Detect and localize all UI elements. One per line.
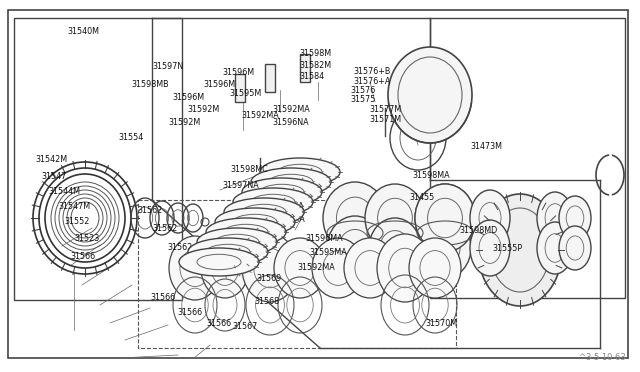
Text: 31592MA: 31592MA <box>272 105 310 114</box>
Text: 31455: 31455 <box>410 193 435 202</box>
Ellipse shape <box>274 238 326 298</box>
Text: 31540M: 31540M <box>67 27 99 36</box>
Ellipse shape <box>323 182 387 254</box>
Text: 31555P: 31555P <box>493 244 523 253</box>
Ellipse shape <box>197 228 277 256</box>
Text: 31592MA: 31592MA <box>298 263 335 272</box>
Ellipse shape <box>419 218 471 278</box>
Text: 31566: 31566 <box>178 308 203 317</box>
Text: 31592MA: 31592MA <box>242 111 280 120</box>
Text: 31575: 31575 <box>351 95 376 104</box>
Text: 31577M: 31577M <box>370 105 402 114</box>
Ellipse shape <box>415 184 475 252</box>
Ellipse shape <box>369 218 421 278</box>
Text: 31596M: 31596M <box>173 93 205 102</box>
Text: 31596MA: 31596MA <box>306 234 344 243</box>
Text: 31569: 31569 <box>256 274 281 283</box>
Ellipse shape <box>233 188 313 216</box>
Text: 31473M: 31473M <box>470 142 502 151</box>
Ellipse shape <box>224 198 304 226</box>
Ellipse shape <box>242 234 298 302</box>
Ellipse shape <box>251 168 331 196</box>
Text: 31595MA: 31595MA <box>309 248 347 257</box>
Ellipse shape <box>260 158 340 186</box>
Ellipse shape <box>188 238 268 266</box>
Ellipse shape <box>470 190 510 246</box>
Text: 31598MD: 31598MD <box>460 226 498 235</box>
Ellipse shape <box>201 238 249 298</box>
Ellipse shape <box>478 194 562 306</box>
Text: 31576: 31576 <box>351 86 376 95</box>
Ellipse shape <box>388 47 472 143</box>
Text: 31570M: 31570M <box>426 319 458 328</box>
Ellipse shape <box>377 234 433 302</box>
Text: 31567: 31567 <box>232 322 257 331</box>
Text: 31566: 31566 <box>150 293 175 302</box>
Text: 31562: 31562 <box>168 243 193 252</box>
Text: 31592M: 31592M <box>188 105 220 114</box>
Text: 31568: 31568 <box>255 297 280 306</box>
Text: 31542M: 31542M <box>35 155 67 164</box>
Text: 31596NA: 31596NA <box>272 118 308 127</box>
Text: 31523: 31523 <box>75 234 100 243</box>
Text: 31598M: 31598M <box>300 49 332 58</box>
Text: 31544M: 31544M <box>48 187 80 196</box>
Text: 31596M: 31596M <box>223 68 255 77</box>
Text: 31554: 31554 <box>118 133 143 142</box>
Text: 31547M: 31547M <box>59 202 91 211</box>
Text: 31596NA: 31596NA <box>268 202 304 211</box>
Text: 31598MC: 31598MC <box>230 165 268 174</box>
Text: 31592MA: 31592MA <box>268 215 305 224</box>
Bar <box>265 64 275 92</box>
Text: 31566: 31566 <box>70 252 95 261</box>
Ellipse shape <box>206 218 286 246</box>
Text: 31571M: 31571M <box>370 115 402 124</box>
Text: 31562: 31562 <box>186 262 211 270</box>
Text: 31592M: 31592M <box>168 118 200 127</box>
Ellipse shape <box>470 220 510 276</box>
Text: 31597N: 31597N <box>152 62 184 71</box>
Text: 31566: 31566 <box>206 319 231 328</box>
Text: 31596M: 31596M <box>204 80 236 89</box>
Ellipse shape <box>365 184 425 252</box>
Text: 31576+B: 31576+B <box>354 67 391 76</box>
Text: 31584: 31584 <box>300 72 324 81</box>
Bar <box>138 200 456 348</box>
Text: 31598MB: 31598MB <box>131 80 169 89</box>
Text: 31552: 31552 <box>64 217 90 226</box>
Ellipse shape <box>344 238 396 298</box>
Ellipse shape <box>537 222 573 274</box>
Ellipse shape <box>327 216 383 280</box>
Ellipse shape <box>169 236 221 300</box>
Ellipse shape <box>215 208 295 236</box>
Ellipse shape <box>537 192 573 244</box>
Ellipse shape <box>312 238 364 298</box>
Text: 31562: 31562 <box>138 206 163 215</box>
Ellipse shape <box>559 196 591 240</box>
Text: ^3 5 10 63: ^3 5 10 63 <box>579 353 626 362</box>
Ellipse shape <box>559 226 591 270</box>
Bar <box>235 74 245 102</box>
Ellipse shape <box>409 238 461 298</box>
Text: 31597NA: 31597NA <box>223 182 259 190</box>
Bar <box>14 18 182 300</box>
Ellipse shape <box>415 184 475 252</box>
Text: 31562: 31562 <box>152 224 177 233</box>
Text: 31595M: 31595M <box>229 89 261 98</box>
Bar <box>300 54 310 82</box>
Bar <box>430 18 625 298</box>
Text: 31598MA: 31598MA <box>413 171 451 180</box>
Ellipse shape <box>242 178 322 206</box>
Text: 31547: 31547 <box>42 172 67 181</box>
Ellipse shape <box>179 248 259 276</box>
Text: 31576+A: 31576+A <box>354 77 391 86</box>
Text: 31582M: 31582M <box>300 61 332 70</box>
